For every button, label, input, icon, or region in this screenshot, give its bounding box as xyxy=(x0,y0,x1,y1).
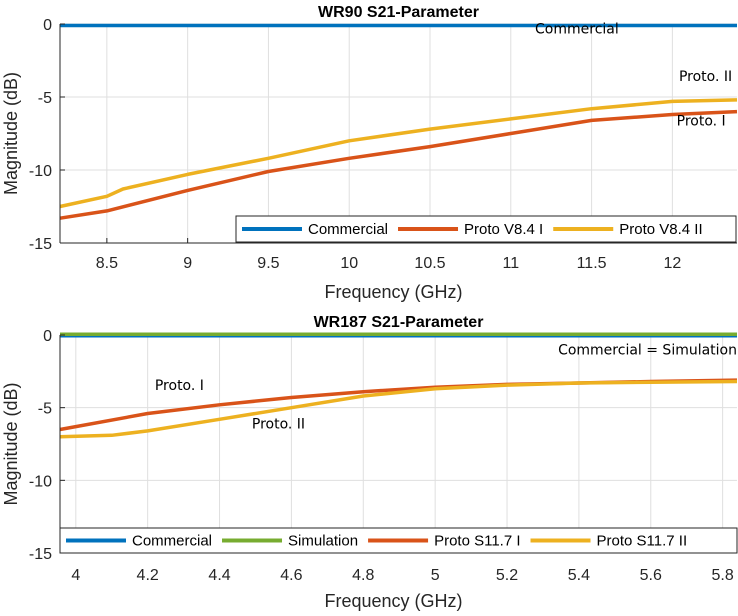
y-tick-label: 0 xyxy=(43,328,52,345)
x-tick-label: 5.2 xyxy=(496,567,518,584)
annotation: Commercial xyxy=(535,21,619,37)
legend-entry: Proto S11.7 II xyxy=(597,533,688,550)
y-tick-label: -15 xyxy=(29,236,52,253)
legend-entry: Proto S11.7 I xyxy=(434,533,520,550)
annotation: Proto. I xyxy=(677,113,726,129)
series-line-proto-s11-7-ii xyxy=(59,379,738,439)
legend-entry: Proto V8.4 II xyxy=(619,221,702,238)
legend-entry: Commercial xyxy=(132,533,212,550)
x-tick-label: 10.5 xyxy=(414,255,445,272)
x-tick-label: 11 xyxy=(502,255,519,272)
y-tick-label: -10 xyxy=(29,163,52,180)
x-axis-label: Frequency (GHz) xyxy=(324,591,462,611)
y-tick-label: -10 xyxy=(29,473,52,490)
annotation: Proto. II xyxy=(252,417,305,433)
y-tick-label: -15 xyxy=(29,546,52,563)
y-axis-label: Magnitude (dB) xyxy=(1,382,21,505)
x-tick-label: 11.5 xyxy=(577,255,607,272)
x-tick-label: 5.8 xyxy=(712,567,734,584)
annotation: Proto. II xyxy=(679,69,732,85)
y-tick-label: -5 xyxy=(38,90,52,107)
x-axis-label: Frequency (GHz) xyxy=(324,282,462,302)
legend: Commercial Simulation Proto S11.7 I Proto S… xyxy=(59,527,738,554)
series-line-proto-v8-4-i xyxy=(59,109,738,220)
x-tick-label: 4.6 xyxy=(280,567,302,584)
chart-title: WR90 S21-Parameter xyxy=(318,4,479,21)
y-axis-label: Magnitude (dB) xyxy=(1,72,21,195)
x-tick-label: 8.5 xyxy=(96,255,118,272)
x-tick-label: 4 xyxy=(71,567,80,584)
x-tick-label: 5 xyxy=(431,567,440,584)
x-tick-label: 10 xyxy=(340,255,358,272)
x-tick-label: 12 xyxy=(663,255,681,272)
legend-entry: Simulation xyxy=(288,533,358,550)
legend-entry: Proto V8.4 I xyxy=(464,221,543,238)
x-tick-label: 4.4 xyxy=(208,567,230,584)
legend: Commercial Proto V8.4 I Proto V8.4 II xyxy=(235,215,737,243)
x-tick-label: 5.4 xyxy=(568,567,590,584)
annotation: Commercial = Simulation xyxy=(558,343,737,359)
chart-panel-1: 8.5 9 9.5 10 10.5 11 11.5 12 0 -5 -10 -15 WR90 S21-P… xyxy=(1,4,738,302)
series-line-proto-v8-4-ii xyxy=(59,98,738,209)
x-tick-label: 9 xyxy=(183,255,192,272)
annotation: Proto. I xyxy=(155,378,204,394)
chart-title: WR187 S21-Parameter xyxy=(314,314,484,331)
legend-entry: Commercial xyxy=(308,221,388,238)
legend-box xyxy=(235,215,737,243)
x-tick-label: 4.2 xyxy=(137,567,159,584)
x-tick-label: 4.8 xyxy=(352,567,374,584)
x-tick-label: 5.6 xyxy=(640,567,662,584)
y-tick-label: -5 xyxy=(38,401,52,418)
x-tick-label: 9.5 xyxy=(257,255,279,272)
chart-panel-2: 4 4.2 4.4 4.6 4.8 5 5.2 5.4 5.6 5.8 0 -5 -10 -15 WR187… xyxy=(1,314,738,611)
y-tick-label: 0 xyxy=(43,17,52,34)
